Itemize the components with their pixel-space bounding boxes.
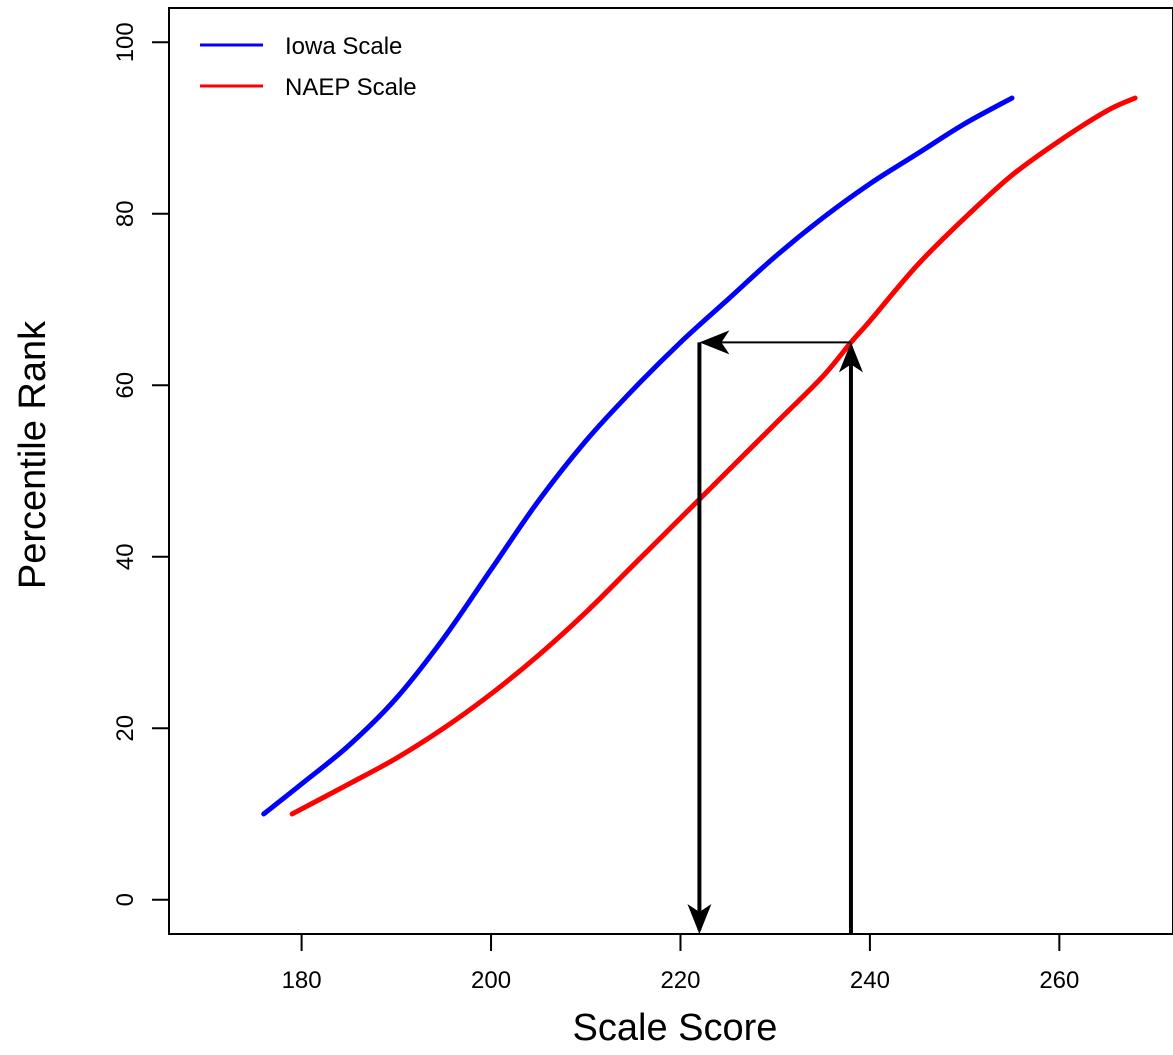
- y-tick-label: 60: [112, 372, 139, 399]
- x-tick-label: 260: [1039, 967, 1079, 994]
- up-arrow-head: [838, 342, 863, 373]
- plot-frame: [168, 7, 1173, 935]
- y-axis-ticks: 0 20 40 60 80 100: [112, 22, 170, 906]
- y-tick-label: 40: [112, 543, 139, 570]
- x-tick-label: 240: [850, 967, 890, 994]
- x-tick-label: 220: [660, 967, 700, 994]
- series-line-iowa: [261, 95, 1015, 817]
- x-axis-ticks: 180 200 220 240 260: [282, 933, 1079, 994]
- y-tick-label: 80: [112, 200, 139, 227]
- down-arrow-head: [687, 904, 712, 934]
- horizontal-arrow-head: [699, 330, 730, 355]
- x-tick-label: 200: [471, 967, 511, 994]
- x-axis-title: Scale Score: [573, 1007, 778, 1049]
- y-axis-title: Percentile Rank: [12, 320, 54, 589]
- series-line-naep: [289, 95, 1138, 817]
- annotation-arrows: [687, 330, 863, 934]
- legend: Iowa Scale NAEP Scale: [200, 33, 417, 101]
- y-tick-label: 0: [112, 893, 139, 906]
- y-tick-label: 100: [112, 22, 139, 62]
- y-tick-label: 20: [112, 715, 139, 742]
- legend-label-naep: NAEP Scale: [285, 74, 417, 101]
- legend-label-iowa: Iowa Scale: [285, 33, 402, 60]
- x-tick-label: 180: [282, 967, 322, 994]
- series-layer: [261, 95, 1138, 817]
